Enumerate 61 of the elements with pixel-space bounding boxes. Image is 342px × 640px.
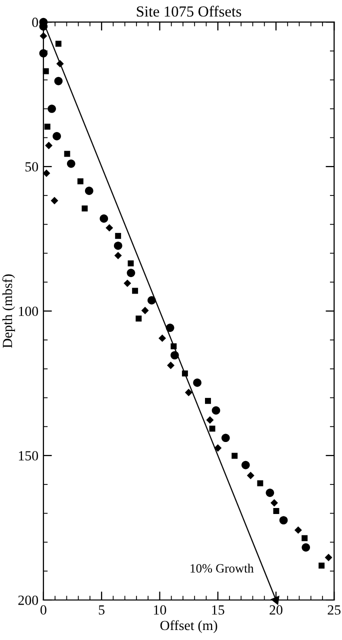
chart-title: Site 1075 Offsets xyxy=(136,6,242,17)
point xyxy=(128,260,134,266)
point xyxy=(114,242,122,250)
point xyxy=(204,398,211,404)
point xyxy=(64,150,70,157)
point xyxy=(55,40,62,47)
point xyxy=(132,288,138,294)
point xyxy=(48,104,56,113)
y-tick-label: 150 xyxy=(18,451,38,460)
x-tick-label: 15 xyxy=(212,605,224,615)
x-tick-label: 10 xyxy=(154,605,166,615)
x-tick-label: 25 xyxy=(328,605,341,615)
y-tick-label: 200 xyxy=(18,596,38,605)
point xyxy=(246,472,254,480)
point xyxy=(52,132,61,140)
point xyxy=(221,434,230,442)
point xyxy=(302,543,310,552)
point xyxy=(279,516,288,524)
x-tick-label: 20 xyxy=(270,605,282,615)
point xyxy=(232,452,238,459)
point xyxy=(294,526,302,534)
point xyxy=(167,362,174,370)
point xyxy=(82,205,88,212)
point xyxy=(214,444,222,452)
annotation: 10% Growth xyxy=(190,564,254,573)
point xyxy=(54,76,63,86)
point xyxy=(273,508,280,514)
y-tick-label: 0 xyxy=(32,18,38,28)
point xyxy=(324,554,332,562)
point xyxy=(114,252,122,260)
point xyxy=(136,316,142,322)
point xyxy=(141,306,149,314)
point xyxy=(241,460,250,470)
point xyxy=(158,334,166,342)
point xyxy=(84,186,94,195)
point xyxy=(206,416,214,424)
point xyxy=(77,178,84,184)
x-tick-label: 5 xyxy=(98,605,105,615)
point xyxy=(126,268,136,278)
point xyxy=(302,535,308,542)
point xyxy=(100,214,108,223)
point xyxy=(50,196,58,204)
point xyxy=(66,160,76,168)
point xyxy=(193,378,202,387)
point xyxy=(318,562,325,569)
point xyxy=(124,280,132,288)
point xyxy=(45,142,53,150)
point xyxy=(44,124,50,130)
x-tick-label: 0 xyxy=(40,605,46,615)
point xyxy=(209,426,216,432)
point xyxy=(212,406,220,415)
y-axis-title: Depth (mbsf) xyxy=(2,274,15,348)
point xyxy=(184,388,192,396)
point xyxy=(106,224,114,232)
y-tick-label: 100 xyxy=(18,306,38,316)
y-tick-label: 50 xyxy=(25,162,38,172)
point xyxy=(115,232,122,239)
point xyxy=(266,488,274,497)
x-axis-title: Offset (m) xyxy=(160,620,218,633)
point xyxy=(257,480,264,486)
point xyxy=(270,499,278,507)
